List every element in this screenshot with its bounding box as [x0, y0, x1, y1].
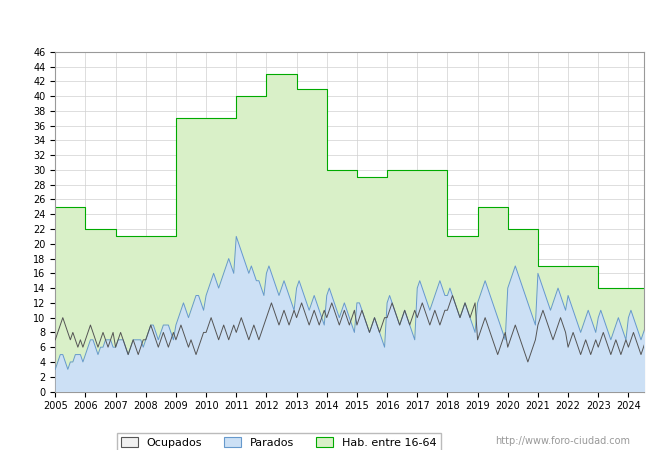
Legend: Ocupados, Parados, Hab. entre 16-64: Ocupados, Parados, Hab. entre 16-64: [116, 432, 441, 450]
Text: Valdecuenca - Evolucion de la poblacion en edad de Trabajar Mayo de 2024: Valdecuenca - Evolucion de la poblacion …: [73, 17, 577, 30]
Text: http://www.foro-ciudad.com: http://www.foro-ciudad.com: [495, 436, 630, 446]
